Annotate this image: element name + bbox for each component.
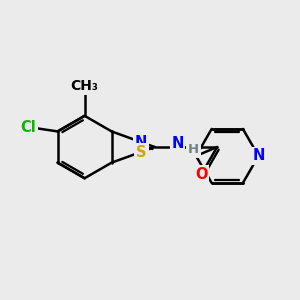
Text: CH₃: CH₃ xyxy=(71,79,98,93)
Text: Cl: Cl xyxy=(20,119,36,134)
Text: O: O xyxy=(195,167,208,182)
Text: N: N xyxy=(135,135,147,150)
Text: N: N xyxy=(172,136,184,151)
Text: S: S xyxy=(136,145,146,160)
Text: H: H xyxy=(188,143,199,156)
Text: N: N xyxy=(252,148,265,164)
